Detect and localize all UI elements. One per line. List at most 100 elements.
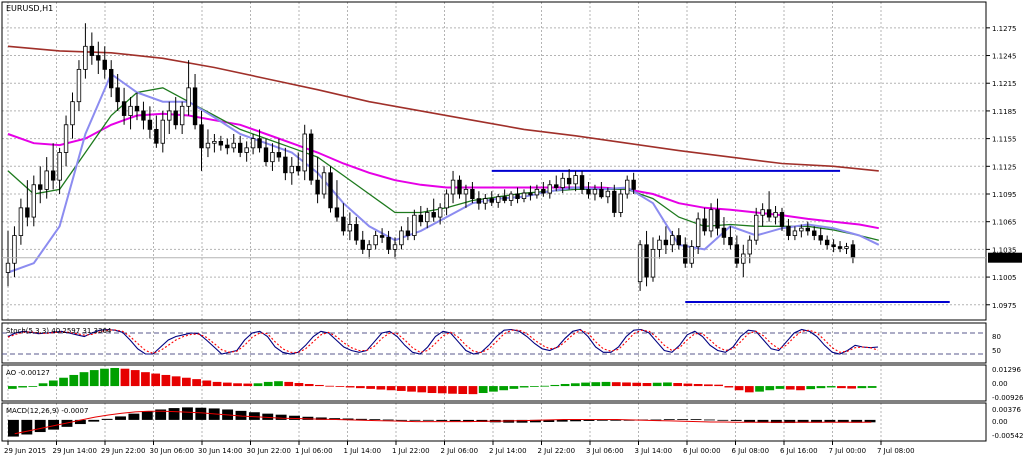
ao-bar-up bbox=[509, 386, 519, 389]
bear-candle bbox=[566, 177, 572, 185]
bull-candle bbox=[495, 196, 501, 203]
macd-bar bbox=[155, 409, 167, 420]
ao-bar-down bbox=[161, 374, 171, 387]
macd-bar bbox=[797, 419, 809, 423]
bear-candle bbox=[850, 244, 856, 259]
bull-candle bbox=[463, 188, 469, 195]
stochastic-tick-80: 80 bbox=[992, 333, 1001, 341]
ao-bar-down bbox=[182, 377, 191, 387]
candles bbox=[5, 23, 856, 291]
macd-bar bbox=[851, 419, 863, 423]
ao-bar-up bbox=[591, 382, 601, 387]
ao-bar-down bbox=[130, 370, 140, 387]
macd-bar bbox=[195, 407, 207, 420]
macd-bar bbox=[34, 419, 46, 433]
bull-candle bbox=[392, 244, 398, 250]
ao-bar-down bbox=[304, 383, 314, 387]
bull-candle bbox=[44, 170, 49, 190]
macd-bar bbox=[449, 419, 461, 422]
macd-bar bbox=[88, 419, 100, 422]
bear-candle bbox=[296, 165, 301, 172]
bear-candle bbox=[405, 230, 411, 236]
ao-bar-down bbox=[632, 382, 642, 387]
bull-candle bbox=[302, 133, 307, 172]
macd-bar bbox=[596, 419, 608, 421]
ao-bar-down bbox=[243, 383, 253, 387]
time-tick-label: 6 Jul 16:00 bbox=[780, 447, 818, 455]
bull-candle bbox=[212, 140, 217, 144]
macd-bar bbox=[342, 418, 354, 420]
ao-bar-up bbox=[755, 386, 764, 392]
ao-bar-up bbox=[253, 383, 263, 387]
macd-bar bbox=[864, 419, 876, 423]
ao-bar-up bbox=[18, 386, 27, 388]
bull-candle bbox=[244, 147, 249, 153]
bull-candle bbox=[741, 253, 746, 264]
bull-candle bbox=[689, 246, 694, 264]
ao-bar-down bbox=[611, 382, 621, 387]
macd-bar bbox=[289, 415, 300, 420]
bear-candle bbox=[38, 184, 43, 190]
bull-candle bbox=[450, 179, 456, 195]
macd-bar bbox=[356, 418, 367, 420]
bull-candle bbox=[695, 218, 701, 248]
bear-candle bbox=[283, 156, 288, 174]
bear-candle bbox=[237, 142, 243, 153]
bull-candle bbox=[399, 230, 404, 246]
macd-panel-frame bbox=[1, 402, 987, 442]
bull-candle bbox=[63, 124, 69, 153]
bull-candle bbox=[670, 235, 675, 246]
bull-candle bbox=[547, 184, 552, 194]
macd-tick-bottom: -0.00542 bbox=[992, 432, 1023, 440]
bull-candle bbox=[186, 87, 191, 107]
bull-candle bbox=[18, 207, 24, 236]
macd-bar bbox=[422, 419, 434, 421]
stochastic-panel-frame bbox=[1, 322, 987, 364]
bear-candle bbox=[786, 225, 791, 236]
time-tick-label: 3 Jul 14:00 bbox=[635, 447, 673, 455]
bull-candle bbox=[231, 142, 236, 149]
macd-bar bbox=[409, 419, 421, 421]
ao-bar-down bbox=[151, 373, 161, 387]
macd-bar bbox=[744, 419, 756, 422]
ao-bar-down bbox=[284, 381, 294, 387]
ao-bar-up bbox=[478, 386, 488, 394]
ao-bar-up bbox=[826, 386, 836, 388]
ao-bar-down bbox=[376, 386, 386, 390]
ao-bar-up bbox=[110, 368, 120, 387]
bear-candle bbox=[334, 207, 340, 218]
ao-bar-down bbox=[315, 384, 324, 387]
macd-bar bbox=[48, 419, 60, 430]
macd-bar bbox=[275, 414, 287, 420]
bull-candle bbox=[270, 152, 275, 163]
time-tick-label: 30 Jun 14:00 bbox=[198, 447, 242, 455]
bear-candle bbox=[50, 170, 56, 181]
macd-bar bbox=[115, 416, 126, 420]
ao-bar-up bbox=[652, 382, 662, 387]
bull-candle bbox=[179, 105, 185, 126]
ao-bar-down bbox=[458, 386, 468, 394]
ao-bar-down bbox=[744, 386, 754, 393]
bear-candle bbox=[102, 59, 107, 70]
ao-histogram bbox=[8, 368, 877, 395]
price-panel: EURUSD,H1 1.1275 1.1245 1.1215 1.1185 1.1155… bbox=[1, 1, 1022, 321]
bear-candle bbox=[115, 87, 120, 103]
price-tick-label: 1.1275 bbox=[992, 25, 1017, 33]
macd-bar bbox=[436, 419, 448, 421]
bear-candle bbox=[192, 87, 198, 126]
ao-bar-down bbox=[673, 383, 683, 387]
ao-bar-down bbox=[141, 372, 150, 387]
ao-bar-down bbox=[734, 386, 744, 391]
macd-histogram bbox=[8, 407, 876, 437]
macd-bar bbox=[730, 419, 742, 421]
price-panel-frame bbox=[1, 1, 987, 321]
bear-candle bbox=[379, 235, 385, 238]
ao-bar-down bbox=[427, 386, 437, 394]
bear-candle bbox=[805, 227, 810, 232]
bear-candle bbox=[554, 184, 559, 188]
bull-candle bbox=[444, 193, 449, 209]
ao-bar-up bbox=[263, 381, 273, 387]
ao-bar-up bbox=[765, 386, 775, 391]
bull-candle bbox=[160, 119, 165, 144]
bear-candle bbox=[586, 188, 591, 195]
